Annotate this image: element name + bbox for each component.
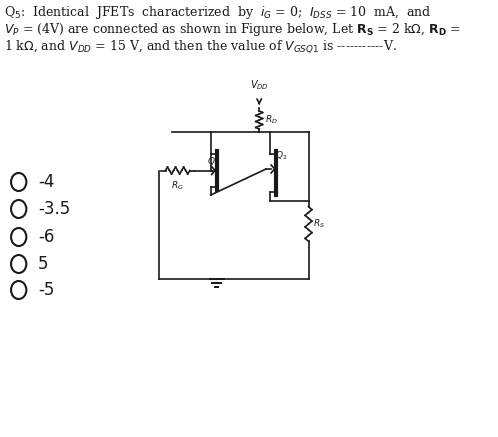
Text: $V_{DD}$: $V_{DD}$ [250,78,268,92]
Text: $Q_1$: $Q_1$ [207,156,219,169]
Text: 1 k$\Omega$, and $V_{DD}$ = 15 V, and then the value of $V_{GSQ1}$ is ----------: 1 k$\Omega$, and $V_{DD}$ = 15 V, and th… [4,38,397,55]
Text: $R_G$: $R_G$ [171,180,184,192]
Text: Q$_5$:  Identical  JFETs  characterized  by  $i_G$ = 0;  $I_{DSS}$ = 10  mA,  an: Q$_5$: Identical JFETs characterized by … [4,4,432,21]
Text: -5: -5 [38,281,55,299]
Text: 5: 5 [38,255,49,273]
Text: $Q_2$: $Q_2$ [274,149,287,162]
Text: -4: -4 [38,173,55,191]
Text: $R_D$: $R_D$ [265,114,278,126]
Text: -3.5: -3.5 [38,200,71,218]
Text: -6: -6 [38,228,55,246]
Text: $V_P$ = (4V) are connected as shown in Figure below, Let $\mathbf{R_S}$ = 2 k$\O: $V_P$ = (4V) are connected as shown in F… [4,21,461,38]
Text: $R_S$: $R_S$ [313,218,325,230]
